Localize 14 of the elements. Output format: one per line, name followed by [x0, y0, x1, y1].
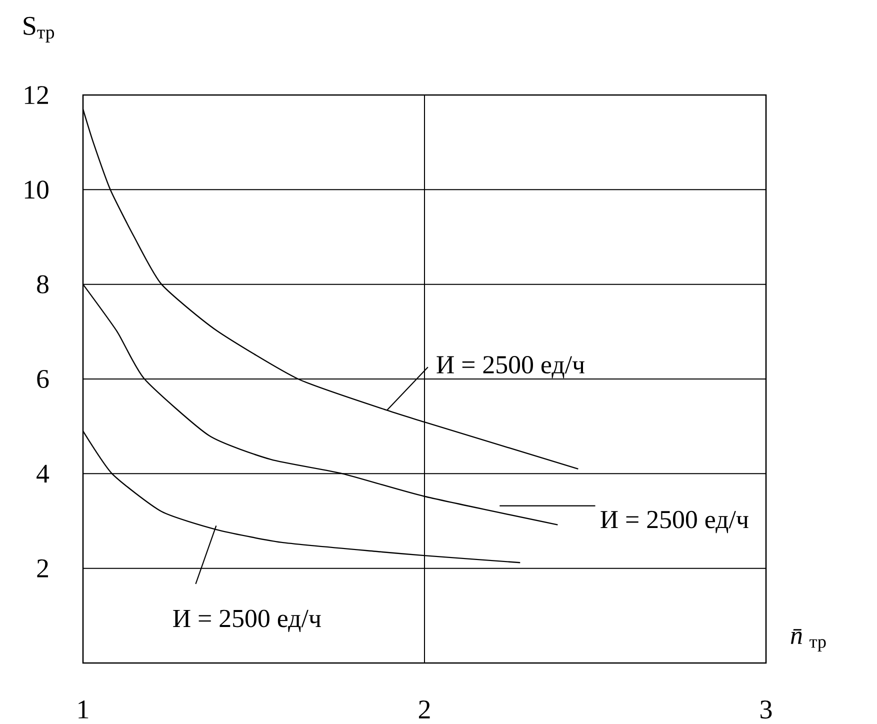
y-tick-label: 4	[36, 464, 50, 483]
x-tick-label: 2	[418, 700, 430, 718]
annotation: И = 2500 ед/ч	[173, 610, 321, 632]
y-tick-label: 12	[24, 86, 48, 104]
y-tick-label: 10	[24, 180, 48, 199]
annotation: И = 2500 ед/ч	[436, 356, 584, 378]
y-tick-label: 6	[37, 370, 49, 388]
x-tick-label: 3	[760, 700, 772, 719]
x-axis-title: n̄$_{тр}$	[790, 629, 826, 652]
annotation: И = 2500 ед/ч	[600, 510, 748, 534]
y-tick-label: 2	[37, 559, 48, 578]
y-axis-title: S$_{тр}$	[24, 16, 54, 42]
y-tick-label: 8	[37, 275, 48, 294]
x-tick-label: 1	[78, 700, 88, 718]
